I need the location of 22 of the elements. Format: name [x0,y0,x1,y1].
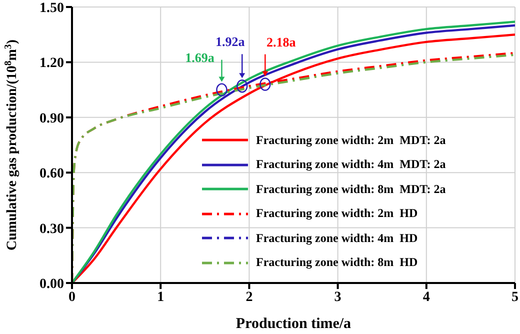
legend-label: Fracturing zone width: 2m MDT: 2a [256,132,446,148]
x-tick-label: 5 [512,290,518,305]
y-tick-label: 0.90 [40,111,64,126]
y-tick-label: 1.50 [40,0,64,16]
y-tick-label: 0.60 [40,166,64,182]
y-tick-label: 0.00 [40,276,64,292]
y-tick-label: 0.30 [40,222,64,237]
x-tick-label: 3 [334,290,342,305]
annotation: 1.92a [215,34,246,50]
legend-label: Fracturing zone width: 2m HD [256,206,418,222]
x-tick-label: 0 [68,290,76,305]
legend-label: Fracturing zone width: 8m HD [256,255,418,270]
annotation: 2.18a [266,34,296,50]
x-axis-title: Production time/a [236,316,352,332]
x-tick-label: 1 [157,290,164,305]
legend-label: Fracturing zone width: 8m MDT: 2a [256,182,446,197]
legend-label: Fracturing zone width: 4m HD [256,230,418,246]
x-tick-label: 4 [422,290,430,305]
annotation: 1.69a [185,50,215,65]
y-tick-label: 1.20 [40,56,64,72]
x-tick-label: 2 [246,290,253,305]
legend-label: Fracturing zone width: 4m MDT: 2a [256,157,446,172]
